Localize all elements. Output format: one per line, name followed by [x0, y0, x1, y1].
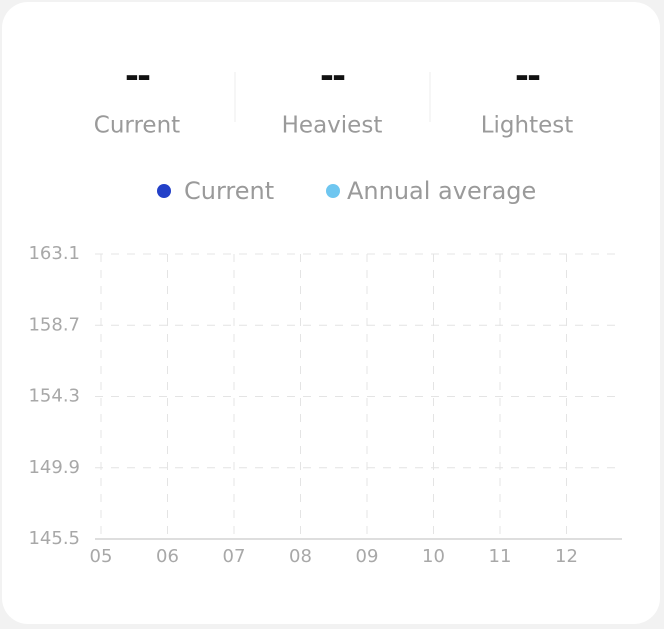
x-tick-label: 08 — [289, 546, 312, 567]
y-tick-label: 163.1 — [28, 243, 80, 264]
stat-label: Heaviest — [282, 113, 383, 139]
y-tick-label: 154.3 — [28, 386, 80, 407]
legend-dot — [157, 184, 171, 198]
x-tick-label: 12 — [555, 546, 578, 567]
stat-label: Current — [94, 113, 180, 139]
y-tick-label: 158.7 — [28, 314, 80, 335]
x-tick-label: 07 — [223, 546, 246, 567]
stat-value: -- — [320, 57, 345, 97]
card — [2, 2, 660, 624]
legend-text: Annual average — [347, 177, 536, 205]
x-tick-label: 09 — [356, 546, 379, 567]
x-tick-label: 10 — [422, 546, 445, 567]
stat-label: Lightest — [481, 113, 574, 139]
legend-text: Current — [184, 177, 274, 205]
stat-value: -- — [125, 57, 150, 97]
legend-dot — [326, 184, 340, 198]
x-tick-label: 05 — [90, 546, 113, 567]
stat-value: -- — [515, 57, 540, 97]
y-tick-label: 145.5 — [28, 528, 80, 549]
x-tick-label: 11 — [489, 546, 512, 567]
y-tick-label: 149.9 — [28, 457, 80, 478]
x-tick-label: 06 — [156, 546, 179, 567]
